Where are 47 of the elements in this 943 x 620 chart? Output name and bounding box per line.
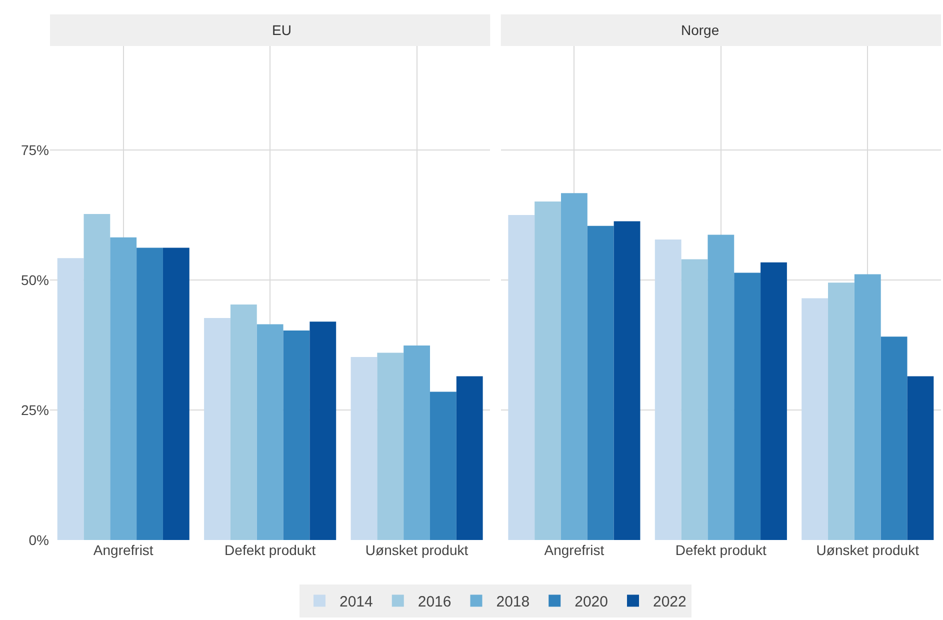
bar	[256, 324, 284, 540]
bar	[907, 376, 934, 540]
bar	[283, 330, 310, 540]
legend-label: 2022	[653, 594, 686, 611]
x-tick-label: Defekt produkt	[224, 542, 316, 558]
chart-title: Norge	[681, 22, 720, 38]
bar	[708, 234, 734, 540]
x-tick-label: Defekt produkt	[675, 542, 767, 558]
bar	[204, 318, 230, 540]
bar	[534, 201, 561, 540]
bar	[587, 226, 614, 540]
bar	[734, 272, 761, 540]
legend-label: 2016	[418, 594, 452, 611]
bar	[560, 193, 588, 540]
bar	[230, 304, 257, 540]
bar	[681, 259, 708, 540]
bar	[136, 248, 163, 540]
legend-label: 2020	[574, 594, 608, 611]
bar	[430, 392, 456, 540]
bar	[456, 376, 483, 540]
bar	[310, 322, 336, 540]
x-tick-label: Angrefrist	[544, 542, 604, 558]
bar	[880, 336, 908, 540]
bar	[854, 274, 881, 540]
y-tick-label: 75%	[20, 142, 49, 158]
legend-label: 2014	[340, 594, 373, 611]
bar	[654, 239, 682, 540]
y-tick-label: 50%	[20, 272, 49, 288]
bar	[802, 298, 828, 540]
bar	[404, 346, 430, 540]
bar	[57, 258, 84, 540]
bar	[614, 221, 640, 540]
bar	[760, 262, 787, 540]
x-tick-label: Uønsket produkt	[365, 542, 468, 558]
x-tick-label: Angrefrist	[93, 542, 154, 558]
bar	[508, 215, 535, 540]
bar	[110, 237, 137, 540]
bar	[377, 352, 404, 540]
bar	[828, 282, 854, 540]
bar	[162, 248, 190, 540]
legend-label: 2018	[496, 594, 530, 611]
y-tick-label: 25%	[20, 402, 49, 418]
chart-title: EU	[272, 22, 292, 38]
x-tick-label: Uønsket produkt	[816, 542, 920, 558]
bar	[84, 214, 110, 540]
y-tick-label: 0%	[28, 532, 49, 548]
bar	[350, 356, 378, 540]
